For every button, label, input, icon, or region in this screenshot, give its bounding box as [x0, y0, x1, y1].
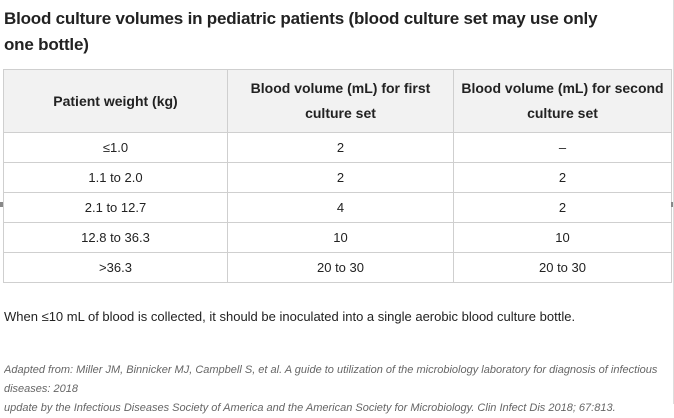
- cell-patient-weight: >36.3: [3, 252, 228, 283]
- table-row: 1.1 to 2.0 2 2: [3, 162, 672, 193]
- left-edge-marker: [0, 202, 3, 207]
- cell-first-set-volume: 4: [227, 192, 454, 223]
- cell-second-set-volume: –: [453, 132, 672, 163]
- cell-first-set-volume: 10: [227, 222, 454, 253]
- cell-first-set-volume: 20 to 30: [227, 252, 454, 283]
- table-row: 2.1 to 12.7 4 2: [3, 192, 672, 223]
- cell-patient-weight: ≤1.0: [3, 132, 228, 163]
- source-citation: Adapted from: Miller JM, Binnicker MJ, C…: [4, 364, 658, 414]
- table-row: >36.3 20 to 30 20 to 30: [3, 252, 672, 283]
- cell-second-set-volume: 10: [453, 222, 672, 253]
- column-header-second-culture-set: Blood volume (mL) for second culture set: [453, 69, 672, 133]
- cell-patient-weight: 12.8 to 36.3: [3, 222, 228, 253]
- cell-second-set-volume: 2: [453, 192, 672, 223]
- column-header-patient-weight: Patient weight (kg): [3, 69, 228, 133]
- document-title: Blood culture volumes in pediatric patie…: [4, 9, 598, 54]
- table-header-row: Patient weight (kg) Blood volume (mL) fo…: [3, 69, 672, 133]
- table-row: ≤1.0 2 –: [3, 132, 672, 163]
- cell-first-set-volume: 2: [227, 132, 454, 163]
- table-row: 12.8 to 36.3 10 10: [3, 222, 672, 253]
- cell-second-set-volume: 2: [453, 162, 672, 193]
- right-edge-marker: [671, 202, 674, 207]
- cell-patient-weight: 2.1 to 12.7: [3, 192, 228, 223]
- cell-patient-weight: 1.1 to 2.0: [3, 162, 228, 193]
- blood-culture-volume-table: Patient weight (kg) Blood volume (mL) fo…: [3, 69, 672, 283]
- cell-first-set-volume: 2: [227, 162, 454, 193]
- cell-second-set-volume: 20 to 30: [453, 252, 672, 283]
- column-header-first-culture-set: Blood volume (mL) for first culture set: [227, 69, 454, 133]
- table-footnote: When ≤10 mL of blood is collected, it sh…: [4, 309, 576, 324]
